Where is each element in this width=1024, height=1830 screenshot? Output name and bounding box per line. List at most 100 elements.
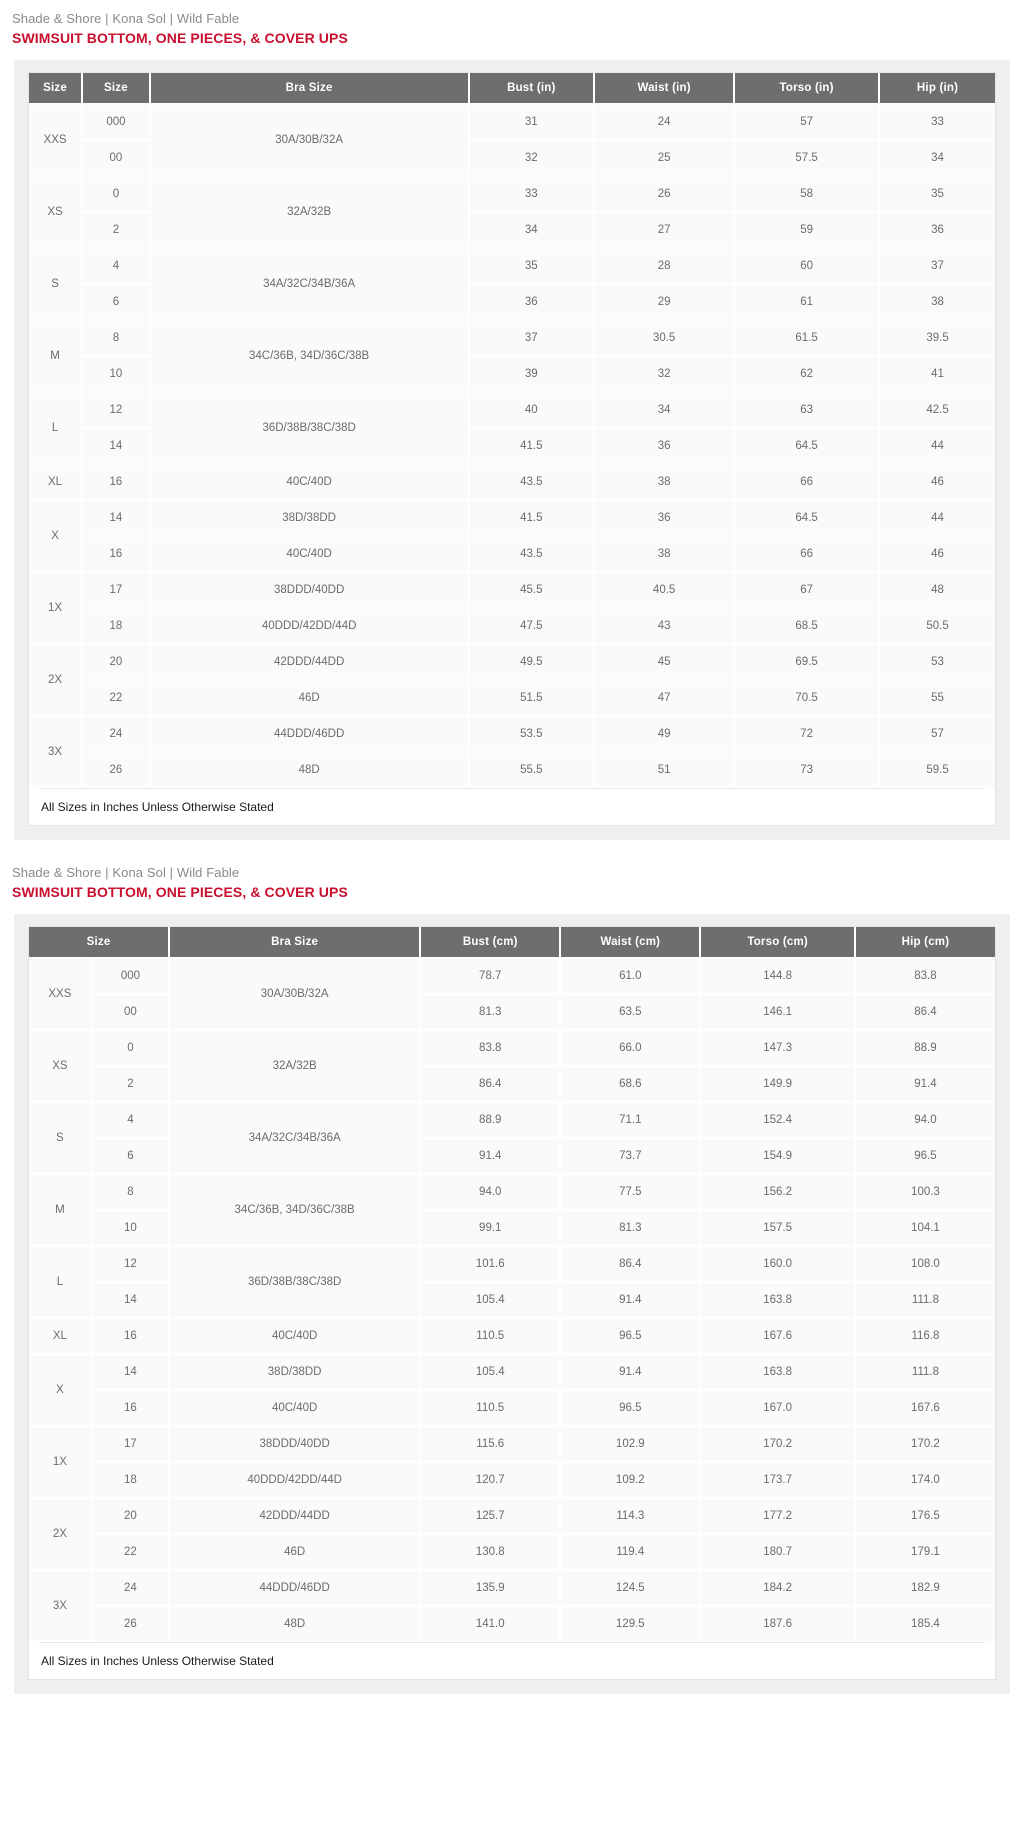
page-title: SWIMSUIT BOTTOM, ONE PIECES, & COVER UPS bbox=[12, 883, 348, 900]
size-numeric-cell: 000 bbox=[91, 958, 171, 996]
table-row: 22 46D 51.5 47 70.5 55 bbox=[29, 680, 995, 718]
hip-cell: 86.4 bbox=[854, 994, 995, 1032]
column-header-torso-in: Torso (in) bbox=[734, 73, 881, 106]
size-alpha-cell: M bbox=[29, 320, 84, 394]
size-alpha-cell: 2X bbox=[29, 644, 84, 718]
size-alpha-cell: L bbox=[29, 1246, 93, 1320]
size-alpha-cell: XS bbox=[29, 1030, 93, 1104]
waist-cell: 30.5 bbox=[594, 320, 736, 358]
size-numeric-cell: 2 bbox=[91, 1066, 171, 1104]
hip-cell: 111.8 bbox=[854, 1282, 995, 1320]
size-numeric-cell: 16 bbox=[82, 464, 151, 502]
torso-cell: 163.8 bbox=[700, 1282, 856, 1320]
bra-size-cell: 40C/40D bbox=[169, 1390, 422, 1428]
chart-shell: Size Size Bra Size Bust (in) Waist (in) Torso… bbox=[14, 60, 1010, 841]
table-note-wrap: All Sizes in Inches Unless Otherwise Sta… bbox=[29, 788, 995, 826]
bra-size-cell: 36D/38B/38C/38D bbox=[169, 1246, 422, 1320]
torso-cell: 146.1 bbox=[700, 994, 856, 1032]
size-numeric-cell: 16 bbox=[91, 1390, 171, 1428]
waist-cell: 81.3 bbox=[560, 1210, 702, 1248]
waist-cell: 96.5 bbox=[560, 1318, 702, 1356]
hip-cell: 33 bbox=[879, 104, 995, 142]
size-chart-block: Shade & Shore | Kona Sol | Wild Fable SWI… bbox=[0, 854, 1024, 1695]
bust-cell: 120.7 bbox=[420, 1462, 562, 1500]
hip-cell: 59.5 bbox=[879, 752, 995, 788]
torso-cell: 60 bbox=[734, 248, 881, 286]
waist-cell: 114.3 bbox=[560, 1498, 702, 1536]
size-numeric-cell: 00 bbox=[91, 994, 171, 1032]
size-alpha-cell: XXS bbox=[29, 104, 84, 178]
torso-cell: 73 bbox=[734, 752, 881, 788]
size-numeric-cell: 24 bbox=[91, 1570, 171, 1608]
bust-cell: 125.7 bbox=[420, 1498, 562, 1536]
size-numeric-cell: 14 bbox=[91, 1282, 171, 1320]
column-header-hip-in: Hip (in) bbox=[879, 73, 995, 106]
table-row: 6 91.4 73.7 154.9 96.5 bbox=[29, 1138, 995, 1176]
bra-size-cell: 34A/32C/34B/36A bbox=[169, 1102, 422, 1176]
column-header-hip-cm: Hip (cm) bbox=[854, 927, 995, 960]
bust-cell: 32 bbox=[468, 140, 596, 178]
torso-cell: 170.2 bbox=[700, 1426, 856, 1464]
size-chart-table: Size Bra Size Bust (cm) Waist (cm) Torso (cm… bbox=[29, 927, 995, 1643]
table-row: 3X 24 44DDD/46DD 53.5 49 72 57 bbox=[29, 716, 995, 789]
bra-size-cell: 30A/30B/32A bbox=[149, 104, 470, 178]
size-alpha-cell: XL bbox=[29, 1318, 93, 1356]
waist-cell: 27 bbox=[594, 212, 736, 250]
bra-size-cell: 38DDD/40DD bbox=[169, 1426, 422, 1464]
bra-size-cell: 46D bbox=[149, 680, 470, 718]
brand-line: Shade & Shore | Kona Sol | Wild Fable bbox=[12, 865, 240, 881]
table-row: 14 105.4 91.4 163.8 111.8 bbox=[29, 1282, 995, 1320]
torso-cell: 68.5 bbox=[734, 608, 881, 646]
bust-cell: 49.5 bbox=[468, 644, 596, 682]
hip-cell: 34 bbox=[879, 140, 995, 178]
bra-size-cell: 42DDD/44DD bbox=[149, 644, 470, 682]
waist-cell: 129.5 bbox=[560, 1606, 702, 1642]
torso-cell: 167.6 bbox=[700, 1318, 856, 1356]
hip-cell: 104.1 bbox=[854, 1210, 995, 1248]
table-row: 2 86.4 68.6 149.9 91.4 bbox=[29, 1066, 995, 1104]
bra-size-cell: 34A/32C/34B/36A bbox=[149, 248, 470, 322]
waist-cell: 43 bbox=[594, 608, 736, 646]
table-row: 10 99.1 81.3 157.5 104.1 bbox=[29, 1210, 995, 1248]
table-row: XS 0 32A/32B 33 26 58 35 bbox=[29, 176, 995, 250]
torso-cell: 147.3 bbox=[700, 1030, 856, 1068]
bust-cell: 51.5 bbox=[468, 680, 596, 718]
bust-cell: 94.0 bbox=[420, 1174, 562, 1212]
size-numeric-cell: 26 bbox=[82, 752, 151, 788]
torso-cell: 70.5 bbox=[734, 680, 881, 718]
bust-cell: 37 bbox=[468, 320, 596, 358]
table-row: XXS 000 30A/30B/32A 78.7 61.0 144.8 83.8 bbox=[29, 958, 995, 1032]
table-note: All Sizes in Inches Unless Otherwise Sta… bbox=[39, 788, 985, 826]
bust-cell: 41.5 bbox=[468, 428, 596, 466]
torso-cell: 66 bbox=[734, 464, 881, 502]
bra-size-cell: 46D bbox=[169, 1534, 422, 1572]
size-numeric-cell: 12 bbox=[91, 1246, 171, 1284]
size-alpha-cell: 1X bbox=[29, 572, 84, 646]
bust-cell: 135.9 bbox=[420, 1570, 562, 1608]
waist-cell: 47 bbox=[594, 680, 736, 718]
hip-cell: 57 bbox=[879, 716, 995, 754]
bust-cell: 43.5 bbox=[468, 464, 596, 502]
size-numeric-cell: 14 bbox=[91, 1354, 171, 1392]
bra-size-cell: 30A/30B/32A bbox=[169, 958, 422, 1032]
hip-cell: 91.4 bbox=[854, 1066, 995, 1104]
table-header-row: Size Bra Size Bust (cm) Waist (cm) Torso (cm… bbox=[29, 927, 995, 960]
hip-cell: 170.2 bbox=[854, 1426, 995, 1464]
hip-cell: 42.5 bbox=[879, 392, 995, 430]
hip-cell: 48 bbox=[879, 572, 995, 610]
size-numeric-cell: 4 bbox=[91, 1102, 171, 1140]
table-row: M 8 34C/36B, 34D/36C/38B 94.0 77.5 156.2 100.3 bbox=[29, 1174, 995, 1248]
torso-cell: 59 bbox=[734, 212, 881, 250]
size-numeric-cell: 000 bbox=[82, 104, 151, 142]
hip-cell: 116.8 bbox=[854, 1318, 995, 1356]
hip-cell: 44 bbox=[879, 428, 995, 466]
bust-cell: 81.3 bbox=[420, 994, 562, 1032]
waist-cell: 40.5 bbox=[594, 572, 736, 610]
hip-cell: 179.1 bbox=[854, 1534, 995, 1572]
column-header-bust-cm: Bust (cm) bbox=[420, 927, 562, 960]
table-row: 00 32 25 57.5 34 bbox=[29, 140, 995, 178]
bra-size-cell: 40C/40D bbox=[149, 464, 470, 502]
torso-cell: 61 bbox=[734, 284, 881, 322]
hip-cell: 108.0 bbox=[854, 1246, 995, 1284]
bra-size-cell: 40DDD/42DD/44D bbox=[149, 608, 470, 646]
